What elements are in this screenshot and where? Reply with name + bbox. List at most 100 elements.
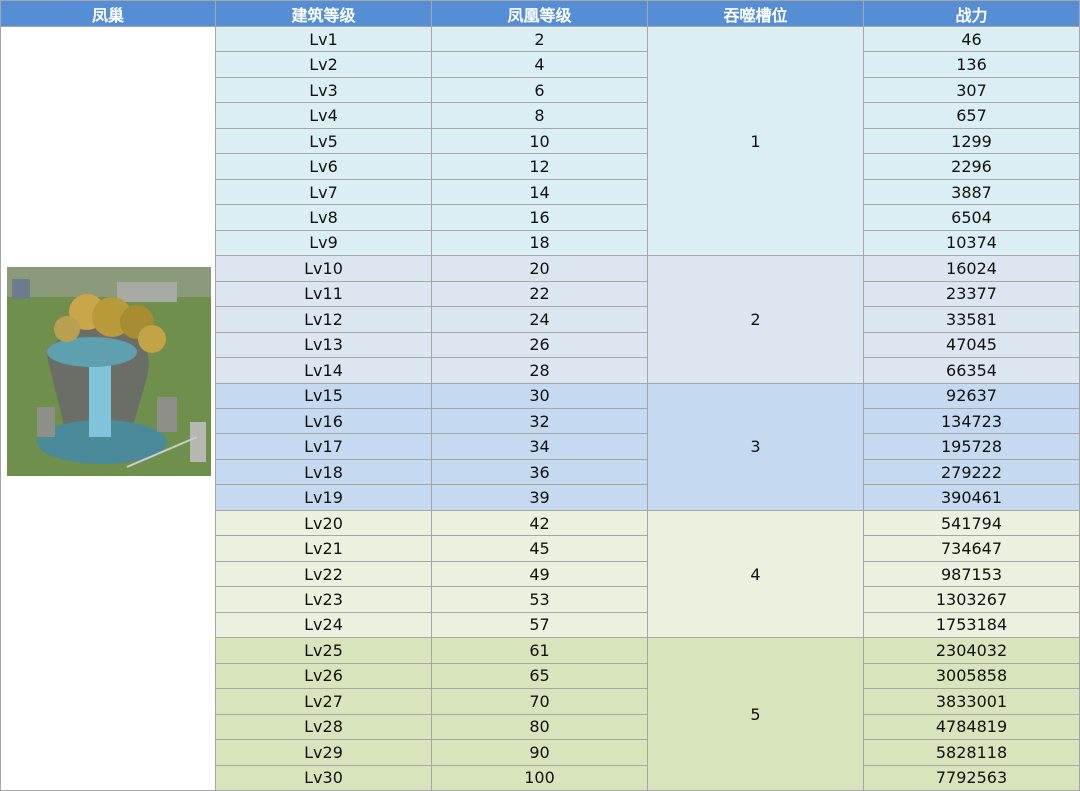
phoenix-level-cell: 16 <box>432 205 648 231</box>
header-cell: 建筑等级 <box>216 0 432 27</box>
phoenix-level-cell: 61 <box>432 638 648 664</box>
power-cell: 7792563 <box>864 765 1080 791</box>
power-cell: 16024 <box>864 256 1080 282</box>
level-cell: Lv24 <box>216 612 432 639</box>
level-cell: Lv26 <box>216 663 432 690</box>
level-cell: Lv12 <box>216 307 432 333</box>
header-cell: 吞噬槽位 <box>648 0 864 27</box>
power-cell: 307 <box>864 77 1080 104</box>
level-cell: Lv7 <box>216 179 432 206</box>
power-cell: 136 <box>864 52 1080 78</box>
level-cell: Lv1 <box>216 27 432 53</box>
level-cell: Lv10 <box>216 256 432 282</box>
slot-cell: 1 <box>648 27 864 257</box>
power-cell: 92637 <box>864 383 1080 409</box>
level-cell: Lv17 <box>216 434 432 460</box>
phoenix-level-cell: 53 <box>432 587 648 613</box>
phoenix-level-cell: 28 <box>432 358 648 384</box>
phoenix-level-cell: 6 <box>432 77 648 104</box>
power-cell: 134723 <box>864 409 1080 435</box>
level-cell: Lv29 <box>216 740 432 766</box>
power-cell: 657 <box>864 103 1080 129</box>
phoenix-level-cell: 12 <box>432 154 648 180</box>
power-cell: 4784819 <box>864 714 1080 741</box>
level-cell: Lv22 <box>216 561 432 588</box>
level-cell: Lv25 <box>216 638 432 664</box>
power-cell: 2304032 <box>864 638 1080 664</box>
phoenix-level-cell: 8 <box>432 103 648 129</box>
power-cell: 3833001 <box>864 689 1080 715</box>
phoenix-level-cell: 22 <box>432 281 648 308</box>
level-cell: Lv27 <box>216 689 432 715</box>
level-cell: Lv13 <box>216 332 432 359</box>
power-cell: 66354 <box>864 358 1080 384</box>
power-cell: 10374 <box>864 230 1080 257</box>
power-cell: 734647 <box>864 536 1080 562</box>
level-cell: Lv11 <box>216 281 432 308</box>
level-cell: Lv30 <box>216 765 432 791</box>
phoenix-level-cell: 100 <box>432 765 648 791</box>
phoenix-level-cell: 90 <box>432 740 648 766</box>
phoenix-level-cell: 18 <box>432 230 648 257</box>
power-cell: 33581 <box>864 307 1080 333</box>
power-cell: 541794 <box>864 510 1080 537</box>
slot-cell: 5 <box>648 638 864 791</box>
power-cell: 987153 <box>864 561 1080 588</box>
level-cell: Lv8 <box>216 205 432 231</box>
level-cell: Lv3 <box>216 77 432 104</box>
phoenix-level-cell: 32 <box>432 409 648 435</box>
phoenix-level-cell: 65 <box>432 663 648 690</box>
phoenix-level-cell: 49 <box>432 561 648 588</box>
power-cell: 47045 <box>864 332 1080 359</box>
slot-cell: 3 <box>648 383 864 511</box>
phoenix-level-cell: 45 <box>432 536 648 562</box>
phoenix-level-cell: 30 <box>432 383 648 409</box>
phoenix-level-cell: 4 <box>432 52 648 78</box>
phoenix-level-cell: 2 <box>432 27 648 53</box>
power-cell: 3005858 <box>864 663 1080 690</box>
header-cell: 凤凰等级 <box>432 0 648 27</box>
building-image <box>7 267 211 476</box>
power-cell: 1303267 <box>864 587 1080 613</box>
power-cell: 195728 <box>864 434 1080 460</box>
phoenix-level-cell: 24 <box>432 307 648 333</box>
phoenix-level-cell: 34 <box>432 434 648 460</box>
slot-cell: 4 <box>648 510 864 639</box>
phoenix-level-cell: 14 <box>432 179 648 206</box>
level-cell: Lv2 <box>216 52 432 78</box>
level-cell: Lv16 <box>216 409 432 435</box>
power-cell: 46 <box>864 27 1080 53</box>
level-cell: Lv15 <box>216 383 432 409</box>
power-cell: 23377 <box>864 281 1080 308</box>
level-cell: Lv21 <box>216 536 432 562</box>
level-cell: Lv4 <box>216 103 432 129</box>
phoenix-level-cell: 39 <box>432 485 648 511</box>
power-cell: 6504 <box>864 205 1080 231</box>
phoenix-level-cell: 57 <box>432 612 648 639</box>
phoenix-level-cell: 36 <box>432 459 648 486</box>
header-cell: 凤巢 <box>0 0 216 27</box>
level-cell: Lv6 <box>216 154 432 180</box>
power-cell: 5828118 <box>864 740 1080 766</box>
phoenix-level-cell: 20 <box>432 256 648 282</box>
level-cell: Lv9 <box>216 230 432 257</box>
header-cell: 战力 <box>864 0 1080 27</box>
level-cell: Lv28 <box>216 714 432 741</box>
slot-cell: 2 <box>648 256 864 384</box>
level-cell: Lv14 <box>216 358 432 384</box>
phoenix-level-cell: 42 <box>432 510 648 537</box>
level-cell: Lv23 <box>216 587 432 613</box>
phoenix-level-cell: 10 <box>432 128 648 155</box>
power-cell: 3887 <box>864 179 1080 206</box>
level-cell: Lv20 <box>216 510 432 537</box>
level-cell: Lv18 <box>216 459 432 486</box>
phoenix-level-cell: 80 <box>432 714 648 741</box>
power-cell: 279222 <box>864 459 1080 486</box>
phoenix-level-cell: 26 <box>432 332 648 359</box>
level-cell: Lv5 <box>216 128 432 155</box>
phoenix-level-cell: 70 <box>432 689 648 715</box>
power-cell: 1753184 <box>864 612 1080 639</box>
level-cell: Lv19 <box>216 485 432 511</box>
power-cell: 390461 <box>864 485 1080 511</box>
